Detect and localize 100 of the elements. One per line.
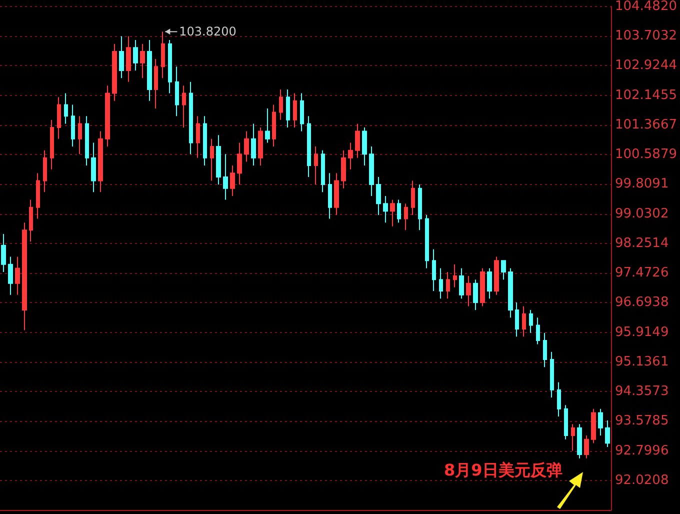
candlestick	[439, 268, 443, 300]
candlestick	[383, 195, 388, 224]
candlestick	[216, 134, 221, 186]
y-tick-label: 104.4820	[614, 0, 677, 14]
candlestick	[112, 43, 117, 102]
candlestick	[272, 104, 276, 148]
candlestick	[71, 104, 75, 148]
candlestick	[543, 332, 547, 368]
candlestick	[501, 260, 506, 280]
candlestick	[210, 138, 214, 182]
candlestick	[161, 31, 165, 79]
candlestick	[57, 96, 61, 140]
candlestick	[15, 256, 20, 296]
candlestick	[50, 119, 54, 170]
candlestick	[203, 116, 207, 166]
candlestick	[591, 408, 596, 444]
candlestick	[494, 256, 499, 296]
candlestick	[147, 40, 152, 102]
candlestick	[133, 40, 138, 71]
candlestick	[251, 123, 256, 166]
y-tick-label: 99.0302	[614, 206, 669, 222]
candlestick	[557, 382, 561, 418]
candlestick	[98, 130, 103, 193]
candlestick	[418, 184, 422, 231]
candlestick	[355, 123, 360, 158]
candlestick	[300, 92, 304, 132]
candlestick	[404, 203, 408, 231]
candlestick	[1, 233, 6, 273]
candlestick	[307, 116, 311, 178]
candlestick	[29, 199, 33, 242]
candlestick	[279, 88, 283, 120]
candlestick	[522, 306, 526, 338]
candlestick	[64, 92, 68, 124]
candlestick	[487, 268, 492, 300]
candlestick	[466, 275, 471, 307]
candlestick	[584, 435, 589, 459]
candlestick	[293, 92, 297, 128]
candlestick	[425, 214, 429, 269]
candlestick	[341, 150, 346, 189]
candlestick	[140, 43, 145, 79]
candlestick	[182, 85, 186, 128]
candlestick	[237, 142, 242, 186]
candlestick	[258, 127, 263, 166]
candlestick	[473, 279, 478, 311]
candlestick	[119, 36, 124, 79]
candlestick	[536, 317, 540, 345]
candlestick	[577, 424, 582, 459]
candlestick	[22, 222, 27, 331]
y-tick-label: 103.7032	[614, 28, 677, 44]
candlestick	[286, 88, 290, 128]
candlestick	[362, 127, 367, 166]
candlestick	[334, 172, 339, 216]
y-tick-label: 95.9149	[614, 324, 669, 340]
candlestick	[459, 268, 464, 300]
annotation: 8月9日美元反弹	[444, 460, 562, 480]
candlestick	[321, 150, 325, 193]
candlestick	[8, 256, 13, 296]
candlestick	[480, 268, 485, 307]
y-tick-label: 99.8091	[614, 176, 669, 192]
candlestick	[397, 199, 401, 224]
candlestick	[189, 81, 193, 155]
candlestick	[244, 130, 249, 162]
candlestick	[564, 404, 568, 440]
candlestick	[390, 199, 395, 227]
candlestick	[196, 116, 200, 158]
y-tick-label: 92.0208	[614, 472, 669, 488]
candlestick	[78, 116, 82, 155]
candlestick	[223, 154, 228, 200]
y-tick-label: 97.4726	[614, 266, 669, 281]
candlestick	[348, 142, 353, 170]
candlestick	[453, 264, 457, 288]
candlestick	[411, 180, 415, 216]
candlestick	[508, 268, 513, 318]
candlestick	[529, 310, 533, 334]
candlestick	[265, 108, 270, 144]
candlestick	[314, 146, 318, 186]
candlestick	[328, 172, 332, 220]
candlestick	[175, 66, 179, 117]
candlestick	[168, 40, 172, 94]
candlestick	[446, 272, 450, 300]
candlestick	[515, 302, 519, 338]
y-tick-label: 102.1455	[614, 88, 677, 103]
y-tick-label: 102.9244	[614, 58, 677, 74]
annotation: 103.8200	[179, 24, 236, 39]
y-tick-label: 98.2514	[614, 236, 669, 251]
candlestick	[230, 165, 235, 196]
candlestick	[36, 172, 40, 220]
y-tick-label: 96.6938	[614, 295, 669, 310]
candlestick	[432, 248, 436, 292]
y-tick-label: 93.5785	[614, 414, 669, 429]
candlestick	[85, 116, 89, 166]
candlestick	[605, 420, 610, 448]
candlestick	[598, 408, 603, 436]
candlestick	[126, 36, 131, 82]
y-tick-label: 95.1361	[614, 354, 669, 370]
candlestick	[154, 58, 158, 109]
candlestick	[43, 150, 47, 193]
candlestick	[91, 142, 96, 193]
candlestick	[550, 351, 554, 398]
candlestick	[105, 85, 110, 148]
